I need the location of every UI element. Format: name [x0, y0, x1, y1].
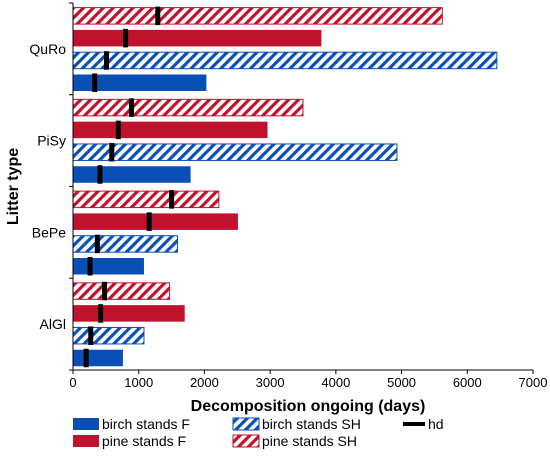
x-axis-title: Decomposition ongoing (days) — [191, 398, 426, 415]
bar-QuRo-pine-stands-F — [73, 29, 322, 47]
x-tick-label-6000: 6000 — [453, 375, 482, 390]
x-tick-label-5000: 5000 — [387, 375, 416, 390]
bars-layer — [72, 7, 498, 367]
hd-mark-BePe-birch-stands-SH — [94, 234, 100, 254]
bar-BePe-pine-stands-SH — [72, 190, 220, 209]
legend-swatch-hd — [403, 422, 425, 426]
bar-PiSy-birch-stands-F — [73, 166, 191, 183]
bar-BePe-birch-stands-F — [73, 258, 144, 275]
bar-AlGl-birch-stands-SH — [72, 326, 145, 345]
y-axis-title: Litter type — [5, 148, 22, 225]
hd-mark-PiSy-pine-stands-SH — [128, 98, 134, 117]
legend-label-birch-stands-F: birch stands F — [102, 416, 190, 432]
legend-swatch-pine-stands-SH — [232, 434, 260, 448]
hd-mark-BePe-birch-stands-F — [87, 257, 93, 276]
x-tick-label-3000: 3000 — [256, 375, 285, 390]
hd-mark-PiSy-pine-stands-F — [115, 120, 121, 140]
bar-PiSy-pine-stands-F — [73, 121, 268, 139]
x-tick-label-4000: 4000 — [321, 375, 350, 390]
hd-mark-AlGl-birch-stands-F — [83, 348, 89, 368]
bar-BePe-pine-stands-F — [73, 213, 238, 230]
legend-label-pine-stands-SH: pine stands SH — [262, 433, 357, 449]
category-label-PiSy: PiSy — [37, 133, 66, 149]
legend-swatch-birch-stands-SH — [232, 417, 260, 431]
hd-mark-BePe-pine-stands-SH — [169, 190, 175, 209]
bar-PiSy-pine-stands-SH — [72, 98, 304, 117]
hd-mark-QuRo-birch-stands-SH — [104, 51, 110, 70]
bar-AlGl-pine-stands-SH — [72, 282, 171, 300]
hd-mark-PiSy-birch-stands-SH — [109, 142, 115, 162]
axes-layer: AlGl BePe PiSy QuRo 0 1000 2000 3000 4000 5000 600… — [5, 2, 548, 415]
bar-AlGl-birch-stands-F — [73, 349, 123, 367]
bar-PiSy-birch-stands-SH — [72, 143, 398, 161]
category-label-QuRo: QuRo — [29, 41, 66, 57]
x-tick-label-7000: 7000 — [519, 375, 548, 390]
bar-QuRo-birch-stands-F — [73, 74, 207, 91]
legend-swatch-pine-stands-F — [73, 435, 99, 447]
x-tick-label-2000: 2000 — [190, 375, 219, 390]
category-label-AlGl: AlGl — [40, 316, 66, 332]
hd-mark-QuRo-pine-stands-SH — [155, 6, 161, 26]
legend-label-pine-stands-F: pine stands F — [102, 433, 186, 449]
category-label-BePe: BePe — [32, 224, 66, 240]
bar-BePe-birch-stands-SH — [72, 235, 178, 253]
x-tick-label-0: 0 — [69, 375, 76, 390]
hd-mark-QuRo-birch-stands-F — [92, 73, 98, 92]
legend-swatch-birch-stands-F — [73, 418, 99, 430]
hd-mark-AlGl-pine-stands-F — [98, 304, 104, 323]
hd-mark-AlGl-birch-stands-SH — [88, 326, 94, 345]
bar-QuRo-birch-stands-SH — [72, 51, 498, 70]
hd-marks-layer — [83, 6, 175, 368]
legend-label-birch-stands-SH: birch stands SH — [262, 416, 361, 432]
x-tick-label-1000: 1000 — [124, 375, 153, 390]
bar-AlGl-pine-stands-F — [73, 305, 185, 322]
hd-mark-AlGl-pine-stands-SH — [102, 281, 108, 301]
hd-mark-BePe-pine-stands-F — [146, 212, 152, 231]
bar-QuRo-pine-stands-SH — [72, 7, 443, 25]
legend-label-hd: hd — [428, 416, 444, 432]
hd-mark-QuRo-pine-stands-F — [123, 28, 129, 48]
hd-mark-PiSy-birch-stands-F — [97, 165, 103, 184]
